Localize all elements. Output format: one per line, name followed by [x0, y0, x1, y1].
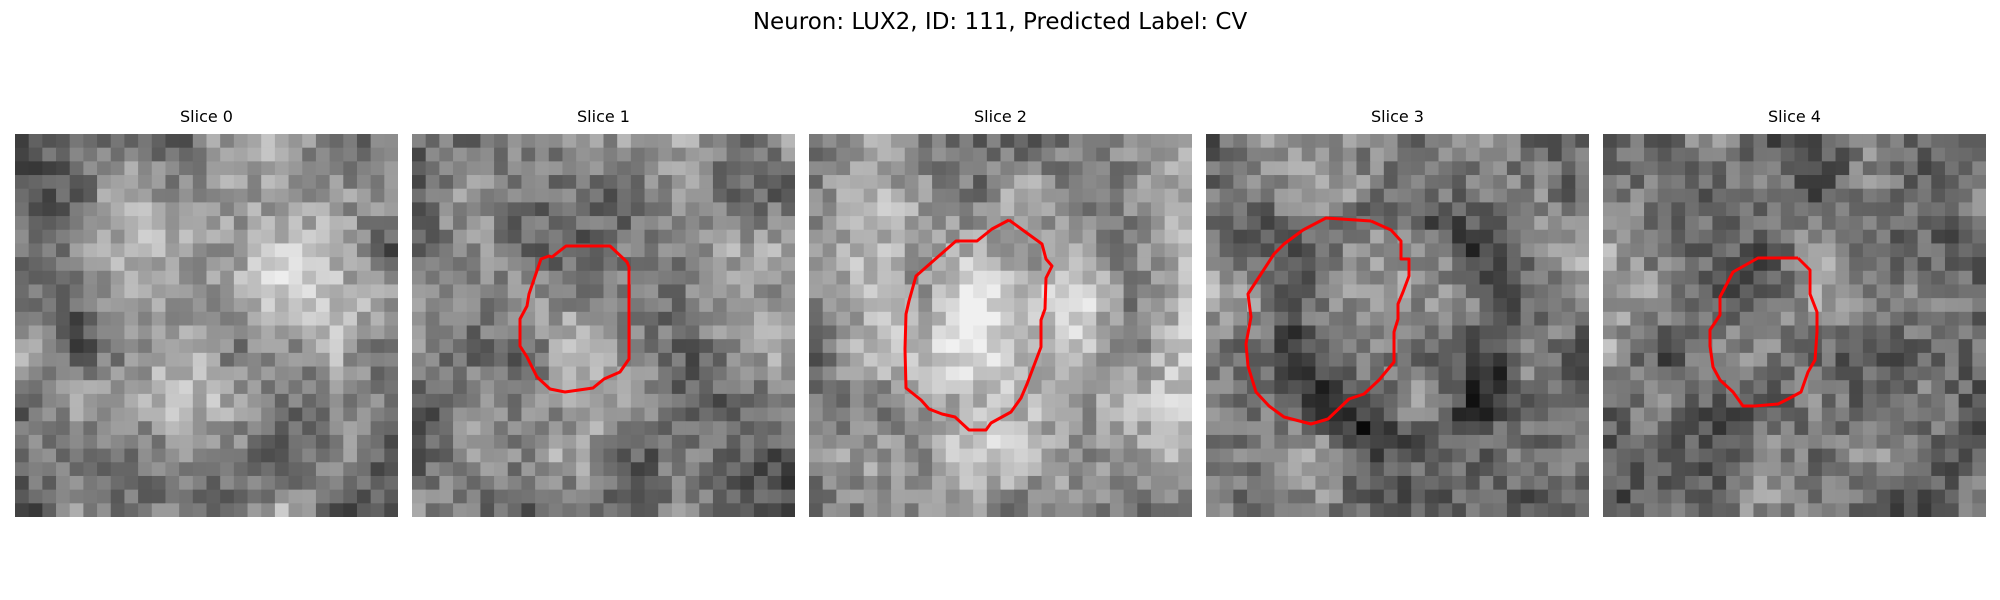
slice-title-3: Slice 3	[1371, 107, 1424, 126]
slice-title-1: Slice 1	[577, 107, 630, 126]
slice-title-4: Slice 4	[1768, 107, 1821, 126]
slice-image-2	[809, 134, 1192, 517]
slice-image-4	[1603, 134, 1986, 517]
figure-title: Neuron: LUX2, ID: 111, Predicted Label: …	[752, 9, 1248, 35]
roi-contour-3	[1244, 216, 1411, 426]
slice-title-0: Slice 0	[180, 107, 233, 126]
roi-contour-1	[518, 244, 631, 394]
slice-image-0	[15, 134, 398, 517]
roi-contour-4	[1708, 256, 1819, 408]
roi-contour-2	[903, 218, 1054, 432]
slice-image-1	[412, 134, 795, 517]
slice-image-3	[1206, 134, 1589, 517]
slice-title-2: Slice 2	[974, 107, 1027, 126]
